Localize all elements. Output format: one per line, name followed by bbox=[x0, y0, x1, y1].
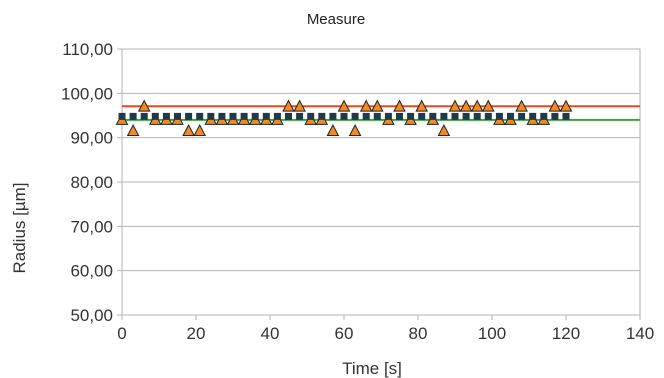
x-tick-label: 120 bbox=[552, 324, 580, 343]
square-point bbox=[462, 112, 470, 120]
square-point bbox=[407, 112, 415, 120]
square-point bbox=[484, 112, 492, 120]
x-tick-label: 60 bbox=[335, 324, 354, 343]
square-point bbox=[151, 112, 159, 120]
square-point bbox=[196, 112, 204, 120]
square-point bbox=[262, 112, 270, 120]
square-point bbox=[529, 112, 537, 120]
square-point bbox=[440, 112, 448, 120]
square-point bbox=[384, 112, 392, 120]
triangle-point bbox=[448, 99, 462, 112]
triangle-point bbox=[470, 99, 484, 112]
x-tick-label: 140 bbox=[626, 324, 654, 343]
y-tick-label: 100,00 bbox=[61, 84, 113, 103]
square-point bbox=[285, 112, 292, 120]
y-axis-label: Radius [µm] bbox=[10, 182, 29, 273]
square-point bbox=[473, 112, 481, 120]
triangle-point bbox=[293, 99, 306, 112]
triangle-point bbox=[359, 99, 373, 112]
square-point bbox=[451, 112, 459, 120]
triangle-point bbox=[515, 99, 528, 112]
square-point bbox=[140, 112, 148, 120]
x-tick-label: 40 bbox=[261, 324, 280, 343]
triangle-point bbox=[337, 99, 351, 112]
square-point bbox=[329, 112, 337, 120]
triangle-point bbox=[459, 99, 473, 112]
square-point bbox=[551, 112, 559, 120]
square-point bbox=[185, 112, 193, 120]
square-point bbox=[251, 112, 259, 120]
square-point bbox=[396, 112, 403, 120]
square-point bbox=[340, 112, 348, 120]
square-point bbox=[118, 112, 126, 120]
y-tick-label: 90,00 bbox=[70, 129, 113, 148]
triangle-point bbox=[370, 99, 384, 112]
triangle-point bbox=[182, 123, 195, 137]
triangle-point bbox=[282, 99, 295, 112]
square-point bbox=[307, 112, 315, 120]
triangle-point bbox=[481, 99, 495, 112]
square-point bbox=[174, 112, 181, 120]
square-point bbox=[507, 112, 514, 120]
y-tick-label: 110,00 bbox=[62, 40, 113, 59]
square-point bbox=[207, 112, 215, 120]
x-tick-label: 0 bbox=[117, 324, 126, 343]
gridlines bbox=[122, 48, 640, 316]
x-tick-label: 80 bbox=[409, 324, 428, 343]
square-point bbox=[362, 112, 370, 120]
y-tick-label: 80,00 bbox=[70, 173, 113, 192]
square-point bbox=[318, 112, 326, 120]
triangle-point bbox=[137, 99, 151, 112]
triangle-point bbox=[348, 123, 362, 137]
y-tick-label: 70,00 bbox=[70, 217, 113, 236]
square-point bbox=[429, 112, 437, 120]
square-point bbox=[540, 112, 548, 120]
triangle-point bbox=[437, 123, 451, 137]
square-point bbox=[218, 112, 226, 120]
square-point bbox=[240, 112, 248, 120]
square-point bbox=[229, 112, 237, 120]
triangle-point bbox=[126, 123, 140, 137]
square-point bbox=[373, 112, 381, 120]
triangle-point bbox=[559, 99, 573, 112]
triangle-point bbox=[326, 123, 340, 137]
square-point bbox=[273, 112, 281, 120]
series-layer bbox=[115, 99, 640, 137]
square-point bbox=[518, 112, 526, 120]
triangle-point bbox=[193, 123, 207, 137]
square-point bbox=[418, 112, 426, 120]
square-point bbox=[129, 112, 137, 120]
x-tick-label: 20 bbox=[187, 324, 206, 343]
square-point bbox=[162, 112, 170, 120]
x-axis-label: Time [s] bbox=[342, 359, 402, 378]
square-point bbox=[351, 112, 359, 120]
triangle-point bbox=[415, 99, 429, 112]
triangle-point bbox=[548, 99, 562, 112]
x-tick-label: 100 bbox=[478, 324, 506, 343]
triangle-point bbox=[393, 99, 406, 112]
chart-title: Measure bbox=[307, 11, 365, 28]
y-tick-label: 60,00 bbox=[70, 262, 113, 281]
square-point bbox=[562, 112, 570, 120]
square-point bbox=[296, 112, 304, 120]
tick-labels: 0 20 40 60 80 100 120 140 50,00 60,00 70,00 80,00 90… bbox=[61, 40, 654, 343]
y-tick-label: 50,00 bbox=[70, 306, 113, 325]
square-point bbox=[495, 112, 503, 120]
